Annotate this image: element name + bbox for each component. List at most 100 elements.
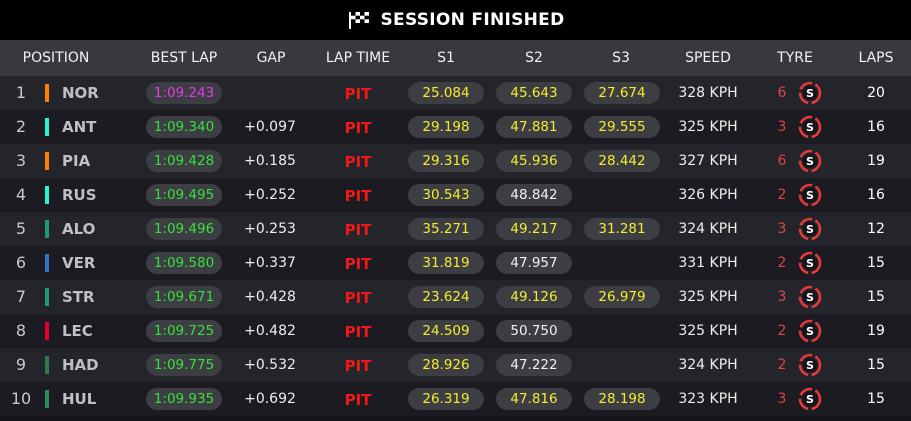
header-laps[interactable]: LAPS (858, 50, 894, 66)
best-lap-time: 1:09.428 (146, 150, 222, 172)
lap-time-status: PIT (344, 289, 372, 307)
header-gap[interactable]: GAP (256, 50, 286, 66)
speed-value: 324 KPH (678, 221, 738, 237)
gap-value: +0.692 (244, 391, 296, 407)
speed-value: 324 KPH (678, 357, 738, 373)
header-best-lap[interactable]: BEST LAP (150, 50, 218, 66)
table-row[interactable]: 6 VER 1:09.580 +0.337 PIT 31.819 47.957 331 KPH… (0, 246, 911, 280)
soft-tyre-icon: S (798, 319, 822, 343)
team-color-bar (45, 84, 49, 102)
tyre-compound-label: S (806, 291, 814, 304)
header-s1[interactable]: S1 (437, 50, 455, 66)
table-row[interactable]: 4 RUS 1:09.495 +0.252 PIT 30.543 48.842 326 KPH… (0, 178, 911, 212)
lap-time-status: PIT (344, 323, 372, 341)
driver-code: STR (62, 288, 95, 306)
laps-count: 12 (867, 221, 885, 237)
driver-code: HAD (62, 356, 99, 374)
lap-time-status: PIT (344, 85, 372, 103)
tyre-compound-label: S (806, 155, 814, 168)
header-s2[interactable]: S2 (525, 50, 543, 66)
header-tyre[interactable]: TYRE (777, 50, 813, 66)
header-lap-time[interactable]: LAP TIME (325, 50, 391, 66)
table-row[interactable]: 2 ANT 1:09.340 +0.097 PIT 29.198 47.881 29.555 3… (0, 110, 911, 144)
table-row[interactable]: 9 HAD 1:09.775 +0.532 PIT 28.926 47.222 324 KPH… (0, 348, 911, 382)
tyre-age: 3 (777, 391, 787, 407)
speed-value: 327 KPH (678, 153, 738, 169)
team-color-bar (45, 220, 49, 238)
laps-count: 15 (867, 255, 885, 271)
table-header: POSITION BEST LAP GAP LAP TIME S1 S2 S3 … (0, 40, 911, 76)
tyre-age: 2 (777, 323, 787, 339)
driver-code: ANT (62, 118, 97, 136)
team-color-bar (45, 152, 49, 170)
tyre-compound-label: S (806, 189, 814, 202)
table-row[interactable]: 3 PIA 1:09.428 +0.185 PIT 29.316 45.936 28.442 3… (0, 144, 911, 178)
position-number: 6 (15, 253, 27, 272)
lap-time-status: PIT (344, 255, 372, 273)
sector-3-time: 28.198 (584, 388, 660, 410)
speed-value: 326 KPH (678, 187, 738, 203)
sector-3-time: 26.979 (584, 286, 660, 308)
table-row[interactable]: 5 ALO 1:09.496 +0.253 PIT 35.271 49.217 31.281 3… (0, 212, 911, 246)
soft-tyre-icon: S (798, 81, 822, 105)
gap-value: +0.532 (244, 357, 296, 373)
header-s3[interactable]: S3 (612, 50, 630, 66)
laps-count: 15 (867, 357, 885, 373)
laps-count: 16 (867, 119, 885, 135)
sector-2-time: 47.816 (496, 388, 572, 410)
driver-code: HUL (62, 390, 97, 408)
sector-1-time: 35.271 (408, 218, 484, 240)
soft-tyre-icon: S (798, 251, 822, 275)
best-lap-time: 1:09.340 (146, 116, 222, 138)
speed-value: 331 KPH (678, 255, 738, 271)
sector-1-time: 28.926 (408, 354, 484, 376)
table-row[interactable]: 7 STR 1:09.671 +0.428 PIT 23.624 49.126 26.979 3… (0, 280, 911, 314)
header-position[interactable]: POSITION (22, 50, 90, 66)
laps-count: 19 (867, 323, 885, 339)
sector-1-time: 31.819 (408, 252, 484, 274)
soft-tyre-icon: S (798, 285, 822, 309)
sector-3-time: 29.555 (584, 116, 660, 138)
sector-2-time: 47.957 (496, 252, 572, 274)
lap-time-status: PIT (344, 153, 372, 171)
driver-code: ALO (62, 220, 96, 238)
best-lap-time: 1:09.935 (146, 388, 222, 410)
gap-value: +0.252 (244, 187, 296, 203)
lap-time-status: PIT (344, 187, 372, 205)
position-number: 7 (15, 287, 27, 306)
tyre-age: 6 (777, 153, 787, 169)
session-title: SESSION FINISHED (380, 10, 565, 30)
tyre-compound-label: S (806, 87, 814, 100)
header-speed[interactable]: SPEED (685, 50, 731, 66)
speed-value: 328 KPH (678, 85, 738, 101)
team-color-bar (45, 254, 49, 272)
table-row[interactable]: 8 LEC 1:09.725 +0.482 PIT 24.509 50.750 325 KPH… (0, 314, 911, 348)
team-color-bar (45, 186, 49, 204)
team-color-bar (45, 118, 49, 136)
sector-3-time: 27.674 (584, 82, 660, 104)
sector-1-time: 29.198 (408, 116, 484, 138)
soft-tyre-icon: S (798, 387, 822, 411)
sector-2-time: 47.222 (496, 354, 572, 376)
table-row[interactable]: 1 NOR 1:09.243 PIT 25.084 45.643 27.674 328 KPH… (0, 76, 911, 110)
gap-value: +0.185 (244, 153, 296, 169)
tyre-age: 3 (777, 119, 787, 135)
laps-count: 20 (867, 85, 885, 101)
gap-value: +0.337 (244, 255, 296, 271)
gap-value: +0.428 (244, 289, 296, 305)
sector-3-time: 28.442 (584, 150, 660, 172)
position-number: 9 (15, 355, 27, 374)
best-lap-time: 1:09.495 (146, 184, 222, 206)
position-number: 2 (15, 117, 27, 136)
lap-time-status: PIT (344, 357, 372, 375)
table-row[interactable]: 10 HUL 1:09.935 +0.692 PIT 26.319 47.816 28.198… (0, 382, 911, 416)
tyre-compound-label: S (806, 393, 814, 406)
driver-code: RUS (62, 186, 97, 204)
gap-value: +0.482 (244, 323, 296, 339)
tyre-age: 2 (777, 255, 787, 271)
sector-2-time: 48.842 (496, 184, 572, 206)
soft-tyre-icon: S (798, 115, 822, 139)
sector-1-time: 29.316 (408, 150, 484, 172)
position-number: 1 (15, 83, 27, 102)
sector-1-time: 23.624 (408, 286, 484, 308)
